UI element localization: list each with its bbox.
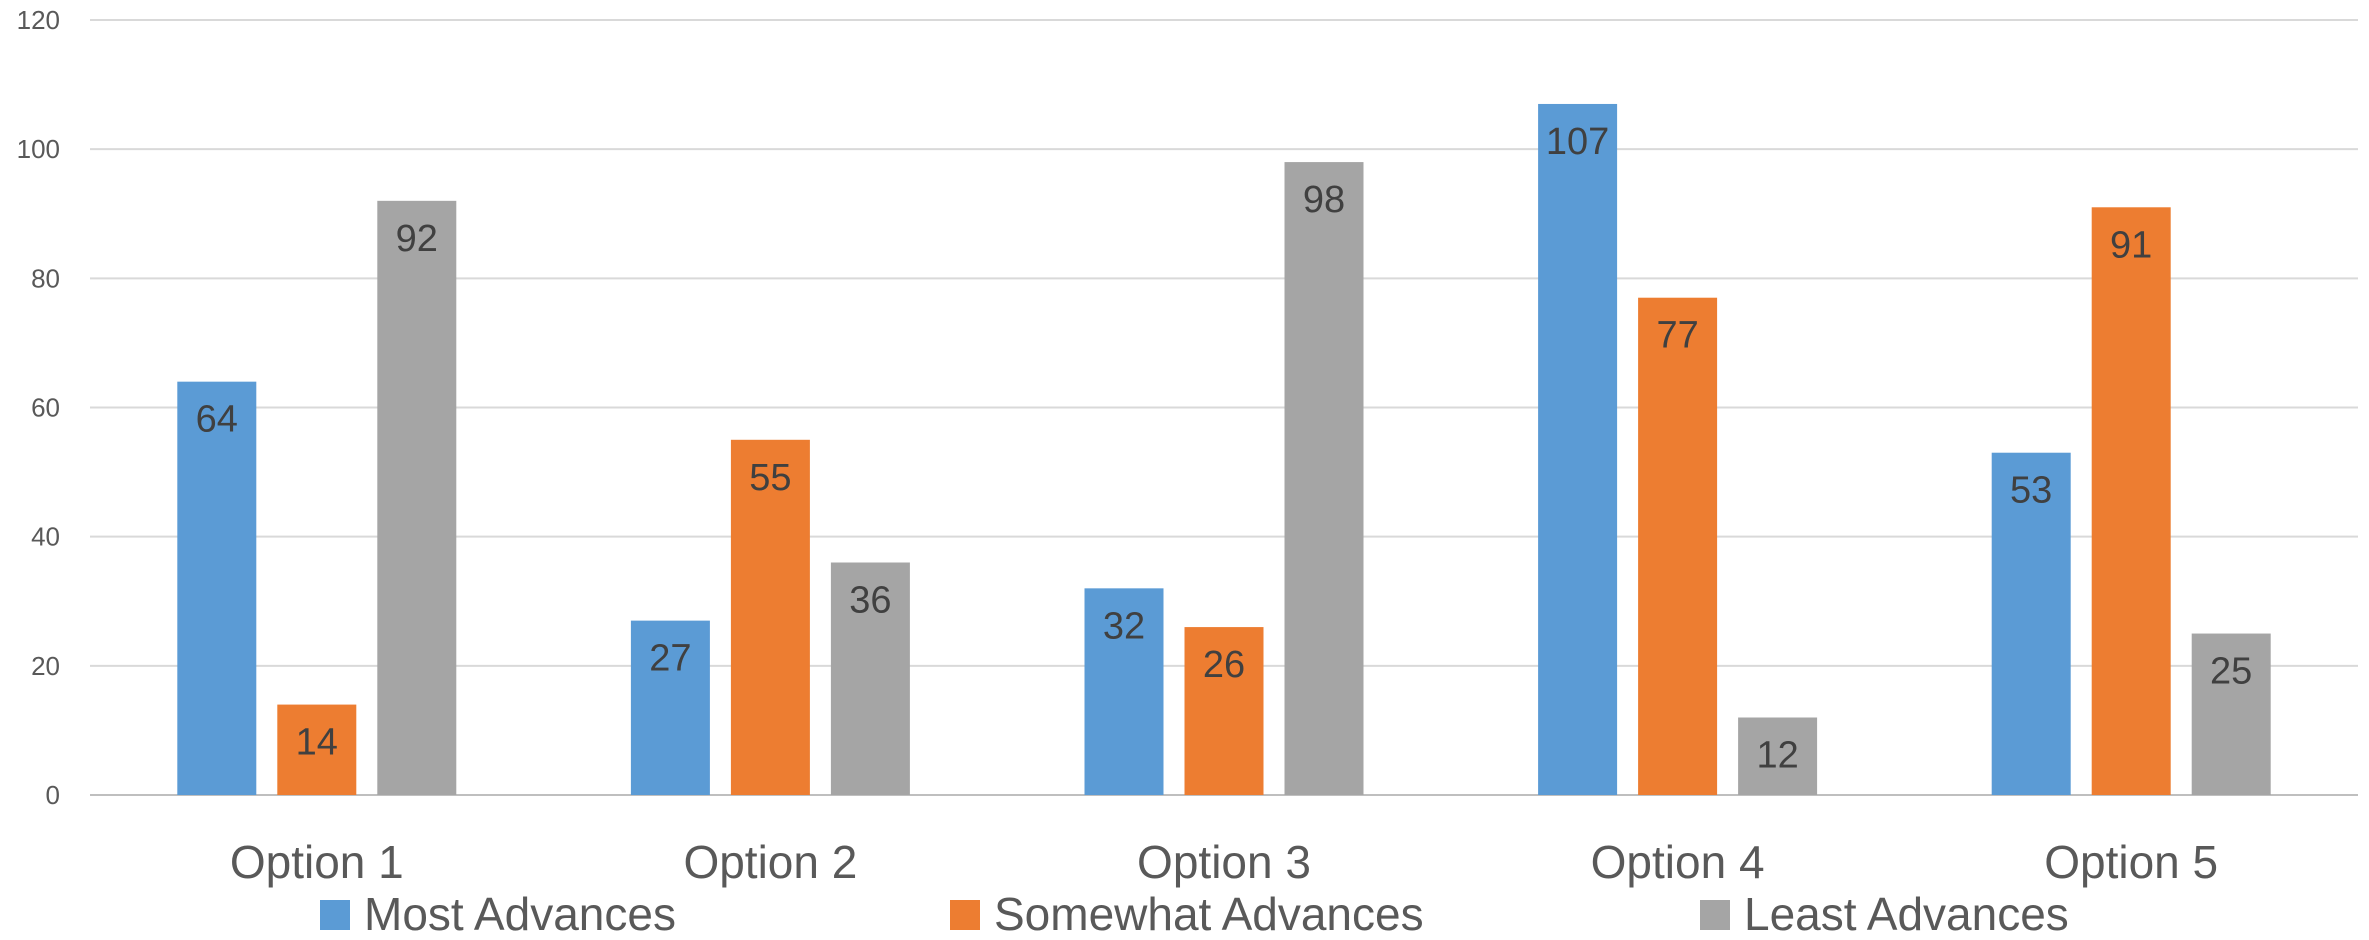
x-tick-label: Option 3 [1137, 836, 1311, 888]
data-label: 26 [1203, 644, 1245, 686]
bar [277, 704, 357, 795]
bar [177, 381, 257, 795]
gridlines [90, 19, 2358, 796]
y-axis-ticks: 0 20 40 60 80 100 120 [17, 5, 60, 810]
bar [2091, 207, 2171, 795]
data-label: 27 [649, 638, 691, 680]
bar [1084, 588, 1164, 795]
legend-swatch [1700, 900, 1730, 930]
x-tick-label: Option 5 [2044, 836, 2218, 888]
legend-label: Least Advances [1744, 888, 2069, 940]
x-axis-ticks: Option 1 Option 2 Option 3 Option 4 Option 5 [230, 836, 2218, 888]
data-label: 98 [1303, 179, 1345, 221]
data-label: 12 [1756, 735, 1798, 777]
y-tick-label: 0 [46, 780, 60, 810]
legend-label: Most Advances [364, 888, 676, 940]
bar [830, 562, 910, 795]
legend-swatch [320, 900, 350, 930]
bar [1738, 717, 1818, 795]
bar [1184, 627, 1264, 795]
data-label: 36 [849, 580, 891, 622]
x-tick-label: Option 2 [683, 836, 857, 888]
data-label: 32 [1103, 605, 1145, 647]
x-tick-label: Option 1 [230, 836, 404, 888]
data-label: 92 [396, 218, 438, 260]
data-label: 64 [196, 399, 238, 441]
data-labels: 64 14 92 27 55 36 32 26 98 107 77 12 53 91 25 [196, 121, 2253, 777]
y-tick-label: 120 [17, 5, 60, 35]
y-tick-label: 80 [31, 263, 60, 293]
legend: Most Advances Somewhat Advances Least Adva… [320, 888, 2069, 940]
bar [1638, 297, 1718, 795]
bar [2191, 633, 2271, 795]
bars [177, 103, 2271, 796]
y-tick-label: 60 [31, 393, 60, 423]
data-label: 107 [1546, 121, 1609, 163]
bar [1538, 103, 1618, 796]
data-label: 53 [2010, 470, 2052, 512]
bar [1991, 452, 2071, 795]
legend-label: Somewhat Advances [994, 888, 1424, 940]
x-tick-label: Option 4 [1591, 836, 1765, 888]
bar [1284, 162, 1364, 796]
data-label: 91 [2110, 224, 2152, 266]
data-label: 55 [749, 457, 791, 499]
legend-swatch [950, 900, 980, 930]
bar [730, 439, 810, 795]
bar [377, 200, 457, 796]
y-tick-label: 40 [31, 522, 60, 552]
data-label: 14 [296, 722, 338, 764]
data-label: 77 [1656, 315, 1698, 357]
data-label: 25 [2210, 651, 2252, 693]
y-tick-label: 20 [31, 651, 60, 681]
y-tick-label: 100 [17, 134, 60, 164]
bar [630, 620, 710, 795]
